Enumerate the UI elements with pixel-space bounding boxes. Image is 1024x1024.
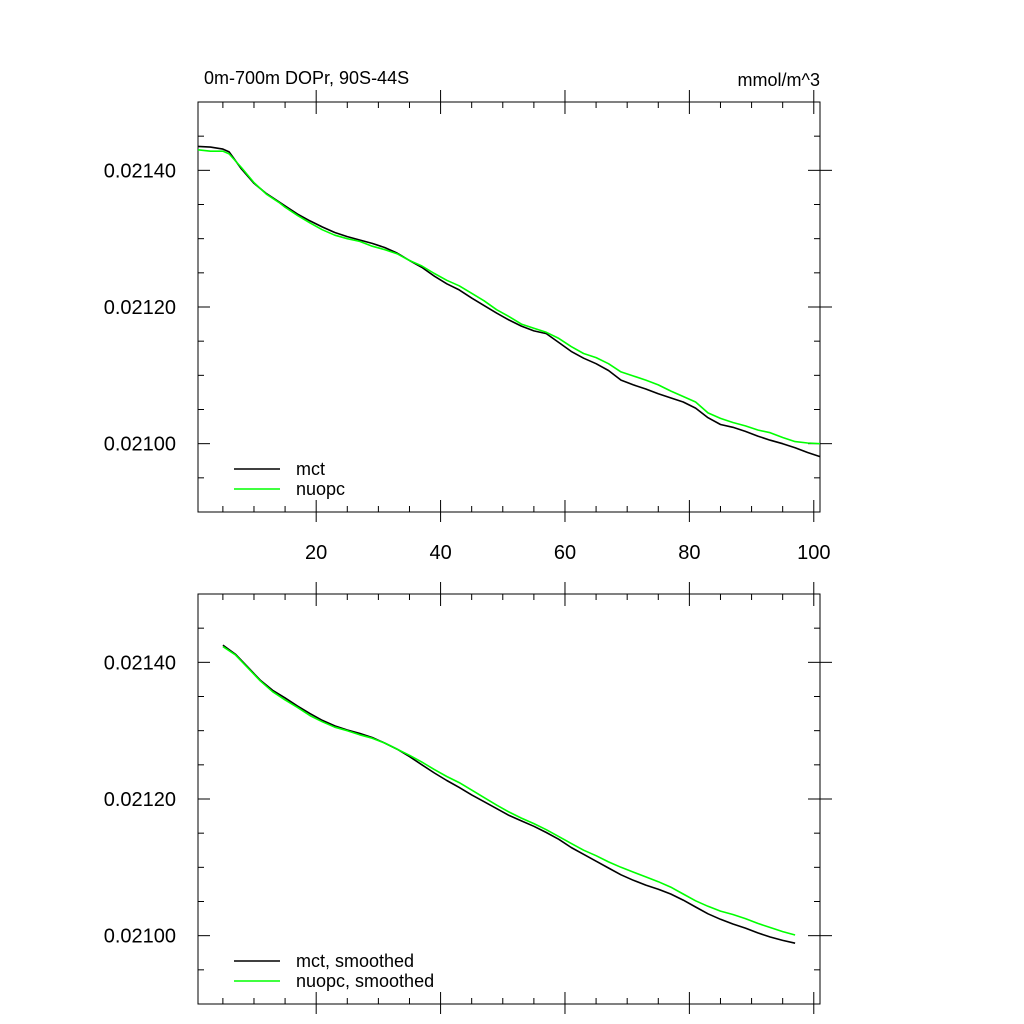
legend-label: nuopc, smoothed: [296, 971, 434, 991]
legend-label: nuopc: [296, 479, 345, 499]
bottom-y-tick-label: 0.02120: [104, 789, 176, 811]
bottom-panel: 0.02140 0.02120 0.02100 mct, smoothednuopc…: [104, 582, 832, 1014]
bottom-y-tick-label: 0.02100: [104, 926, 176, 948]
top-panel: 0m-700m DOPr, 90S-44S mmol/m^3 0.021400.…: [104, 68, 832, 564]
top-x-tick-label: 100: [797, 542, 830, 564]
top-series-lines: [197, 145, 821, 458]
top-x-tick-labels: 20 40 60 80 100: [305, 542, 830, 564]
bottom-series-lines: [222, 644, 796, 944]
series-line-mct: [197, 145, 821, 458]
top-x-tick-label: 20: [305, 542, 327, 564]
bottom-y-tick-labels: 0.02140 0.02120 0.02100: [104, 652, 176, 947]
bottom-y-tick-label: 0.02140: [104, 652, 176, 674]
legend-label: mct: [296, 459, 325, 479]
series-line-nuopc-smoothed: [222, 645, 796, 936]
top-x-tick-label: 60: [554, 542, 576, 564]
top-panel-title: 0m-700m DOPr, 90S-44S: [204, 68, 409, 88]
top-axis-ticks: [198, 90, 832, 522]
top-panel-units: mmol/m^3: [738, 70, 820, 90]
series-line-nuopc: [197, 149, 821, 445]
top-y-tick-label: 0.02100: [104, 434, 176, 456]
top-y-tick-label: 0.02120: [104, 297, 176, 319]
bottom-axis-ticks: [198, 582, 832, 1014]
top-y-tick-label: 0.02140: [104, 160, 176, 182]
legend-label: mct, smoothed: [296, 951, 414, 971]
top-x-tick-label: 80: [678, 542, 700, 564]
top-x-tick-label: 40: [429, 542, 451, 564]
series-line-mct-smoothed: [222, 644, 796, 944]
top-y-tick-labels: 0.02140 0.02120 0.02100: [104, 160, 176, 455]
